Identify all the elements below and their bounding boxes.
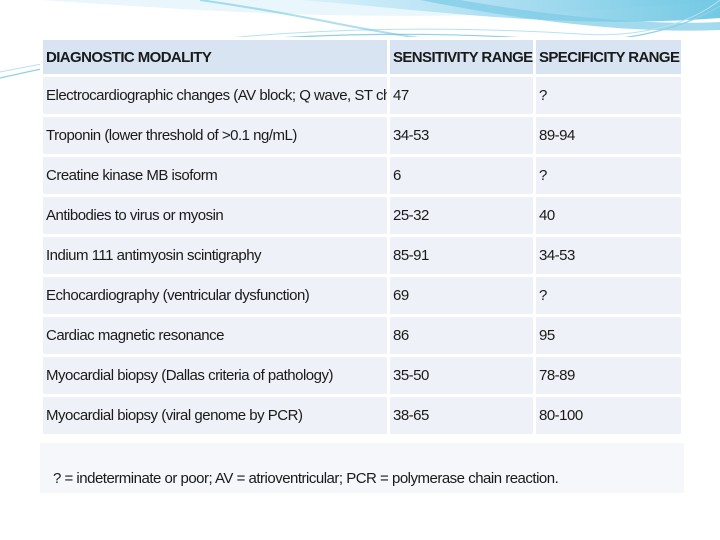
table-row: Antibodies to virus or myosin 25-32 40 bbox=[43, 197, 681, 234]
specificity-cell: 95 bbox=[536, 317, 681, 354]
specificity-cell: ? bbox=[536, 77, 681, 114]
specificity-cell: 34-53 bbox=[536, 237, 681, 274]
table-row: Myocardial biopsy (Dallas criteria of pa… bbox=[43, 357, 681, 394]
modality-cell: Indium 111 antimyosin scintigraphy bbox=[43, 237, 387, 274]
sensitivity-cell: 34-53 bbox=[390, 117, 533, 154]
sensitivity-cell: 86 bbox=[390, 317, 533, 354]
header-swoosh-decoration bbox=[0, 0, 720, 79]
header-specificity-range: SPECIFICITY RANGE (%) bbox=[536, 40, 681, 74]
modality-cell: Creatine kinase MB isoform bbox=[43, 157, 387, 194]
sensitivity-cell: 25-32 bbox=[390, 197, 533, 234]
sensitivity-cell: 47 bbox=[390, 77, 533, 114]
footnote-box: ? = indeterminate or poor; AV = atrioven… bbox=[40, 443, 684, 493]
sensitivity-cell: 38-65 bbox=[390, 397, 533, 434]
diagnostic-modality-table: DIAGNOSTIC MODALITY SENSITIVITY RANGE (%… bbox=[40, 37, 684, 437]
header-sensitivity-range: SENSITIVITY RANGE (%) bbox=[390, 40, 533, 74]
modality-cell: Echocardiography (ventricular dysfunctio… bbox=[43, 277, 387, 314]
sensitivity-cell: 6 bbox=[390, 157, 533, 194]
modality-cell: Troponin (lower threshold of >0.1 ng/mL) bbox=[43, 117, 387, 154]
table-row: Echocardiography (ventricular dysfunctio… bbox=[43, 277, 681, 314]
header-diagnostic-modality: DIAGNOSTIC MODALITY bbox=[43, 40, 387, 74]
specificity-cell: 78-89 bbox=[536, 357, 681, 394]
table-row: Myocardial biopsy (viral genome by PCR) … bbox=[43, 397, 681, 434]
modality-cell: Myocardial biopsy (Dallas criteria of pa… bbox=[43, 357, 387, 394]
table-row: Troponin (lower threshold of >0.1 ng/mL)… bbox=[43, 117, 681, 154]
modality-cell: Antibodies to virus or myosin bbox=[43, 197, 387, 234]
specificity-cell: 40 bbox=[536, 197, 681, 234]
table-row: Electrocardiographic changes (AV block; … bbox=[43, 77, 681, 114]
specificity-cell: ? bbox=[536, 277, 681, 314]
modality-cell: Electrocardiographic changes (AV block; … bbox=[43, 77, 387, 114]
modality-cell: Cardiac magnetic resonance bbox=[43, 317, 387, 354]
table-header-row: DIAGNOSTIC MODALITY SENSITIVITY RANGE (%… bbox=[43, 40, 681, 74]
table-row: Cardiac magnetic resonance 86 95 bbox=[43, 317, 681, 354]
specificity-cell: 89-94 bbox=[536, 117, 681, 154]
sensitivity-cell: 35-50 bbox=[390, 357, 533, 394]
table-row: Creatine kinase MB isoform 6 ? bbox=[43, 157, 681, 194]
sensitivity-cell: 69 bbox=[390, 277, 533, 314]
table-row: Indium 111 antimyosin scintigraphy 85-91… bbox=[43, 237, 681, 274]
sensitivity-cell: 85-91 bbox=[390, 237, 533, 274]
specificity-cell: ? bbox=[536, 157, 681, 194]
table-footnote: ? = indeterminate or poor; AV = atrioven… bbox=[53, 470, 559, 487]
diagnostic-table-container: DIAGNOSTIC MODALITY SENSITIVITY RANGE (%… bbox=[40, 37, 684, 437]
modality-cell: Myocardial biopsy (viral genome by PCR) bbox=[43, 397, 387, 434]
specificity-cell: 80-100 bbox=[536, 397, 681, 434]
